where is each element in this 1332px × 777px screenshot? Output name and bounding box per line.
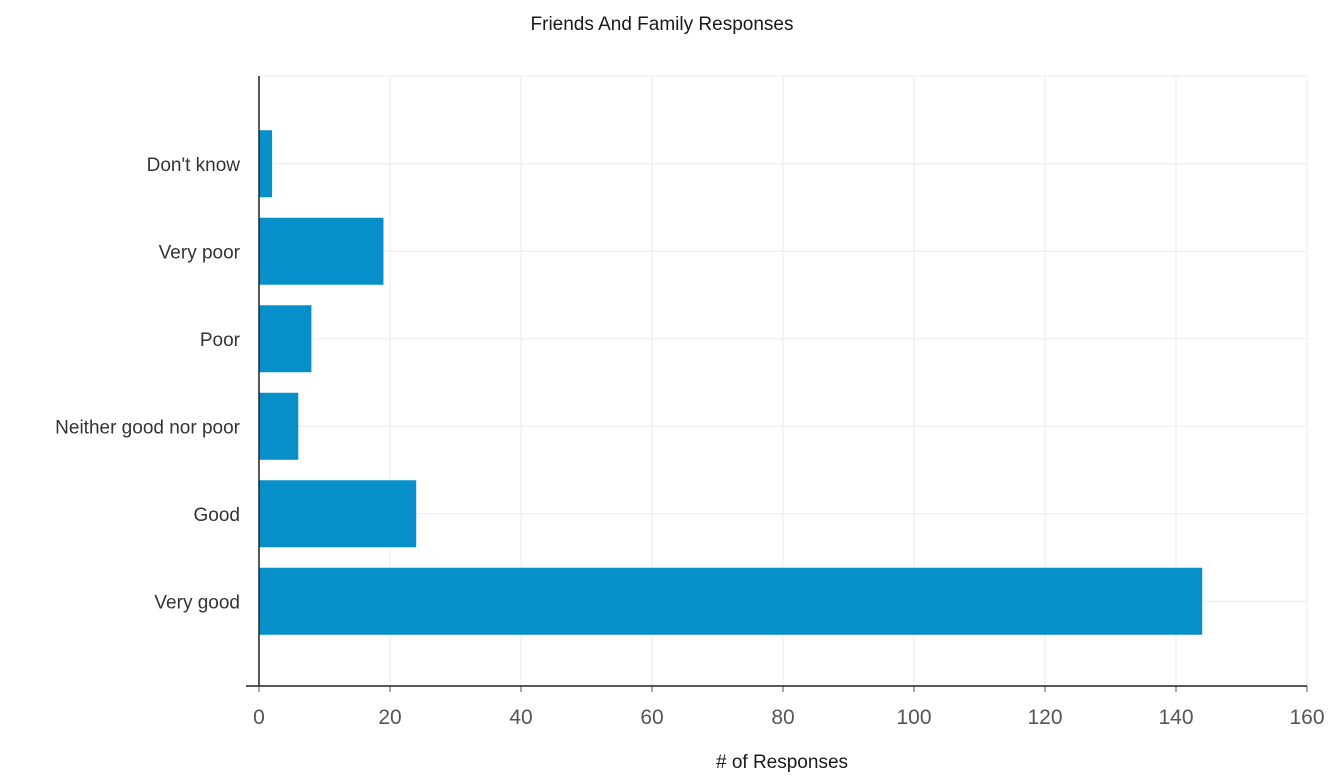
- category-label: Very poor: [159, 242, 241, 263]
- category-label: Don't know: [147, 155, 241, 176]
- x-tick-label: 100: [896, 706, 931, 729]
- x-tick-label: 0: [253, 706, 265, 729]
- x-tick-label: 120: [1027, 706, 1062, 729]
- x-axis-ticks: 0 20 40 60 80 100 120 140 160: [253, 686, 1325, 729]
- x-tick-label: 60: [640, 706, 663, 729]
- bars: [259, 130, 1203, 635]
- category-label: Poor: [200, 330, 241, 351]
- x-axis-title: # of Responses: [716, 752, 848, 773]
- category-labels: Don't know Very poor Poor Neither good nor …: [55, 155, 241, 614]
- x-tick-label: 20: [378, 706, 401, 729]
- x-tick-label: 160: [1289, 706, 1324, 729]
- bar: [259, 392, 299, 460]
- bar: [259, 130, 273, 198]
- x-tick-label: 40: [509, 706, 532, 729]
- category-label: Good: [194, 505, 240, 526]
- x-tick-label: 140: [1158, 706, 1193, 729]
- bar: [259, 217, 384, 285]
- bar: [259, 567, 1203, 635]
- category-label: Neither good nor poor: [55, 417, 241, 438]
- chart-title: Friends And Family Responses: [531, 14, 794, 35]
- category-label: Very good: [154, 592, 240, 613]
- bar: [259, 305, 312, 373]
- bar: [259, 480, 417, 548]
- x-tick-label: 80: [771, 706, 794, 729]
